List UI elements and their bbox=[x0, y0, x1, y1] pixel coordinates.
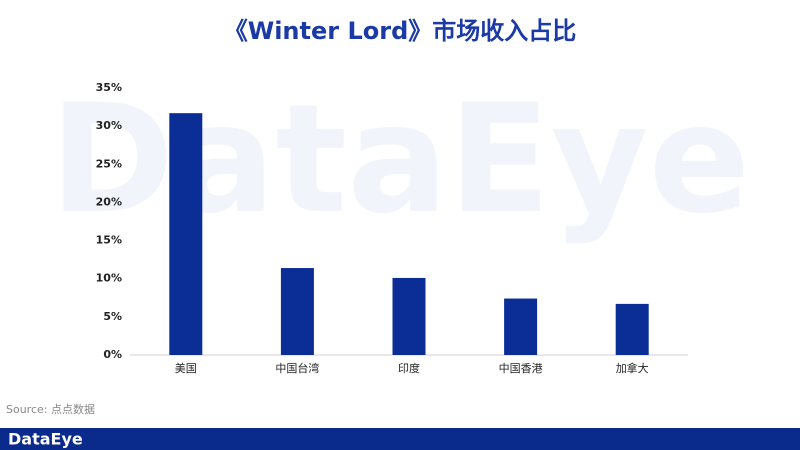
y-tick-label: 5% bbox=[103, 310, 122, 323]
bar bbox=[280, 268, 314, 355]
chart-title: 《Winter Lord》市场收入占比 bbox=[224, 17, 577, 45]
y-tick-label: 30% bbox=[96, 119, 122, 132]
y-tick-label: 15% bbox=[96, 234, 122, 247]
x-tick-label: 中国台湾 bbox=[275, 361, 319, 375]
x-tick-label: 中国香港 bbox=[499, 362, 543, 375]
y-tick-label: 20% bbox=[96, 195, 122, 208]
footer-bar bbox=[0, 428, 800, 450]
x-tick-label: 印度 bbox=[398, 361, 420, 375]
bar bbox=[392, 277, 426, 355]
y-tick-label: 10% bbox=[96, 272, 122, 285]
x-tick-label: 加拿大 bbox=[616, 361, 649, 375]
y-tick-label: 35% bbox=[96, 81, 122, 94]
watermark: DataEye bbox=[50, 73, 751, 247]
x-tick-label: 美国 bbox=[175, 362, 197, 375]
y-tick-label: 25% bbox=[96, 157, 122, 170]
logo: DataEye bbox=[8, 430, 83, 449]
bar bbox=[615, 303, 649, 355]
bar bbox=[169, 113, 203, 355]
bar bbox=[504, 298, 538, 355]
y-tick-label: 0% bbox=[103, 348, 122, 361]
source: Source: 点点数据 bbox=[6, 402, 95, 416]
